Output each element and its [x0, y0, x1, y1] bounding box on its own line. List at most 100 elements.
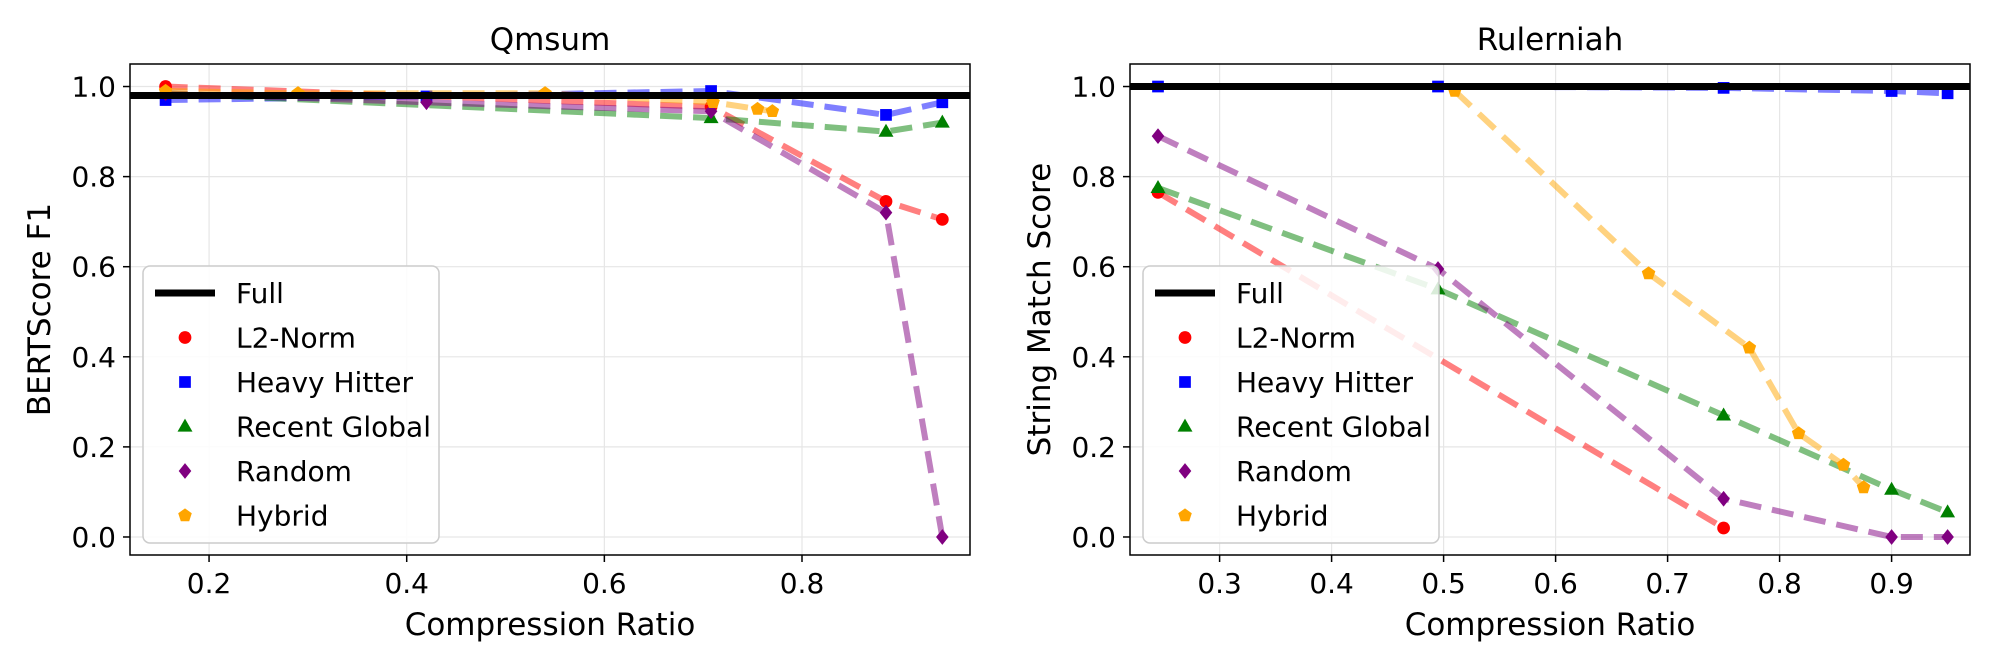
legend-marker-l2-norm — [1178, 331, 1192, 344]
legend-box — [1142, 265, 1440, 544]
x-axis-label: Compression Ratio — [1405, 607, 1696, 643]
legend-marker-recent-global — [1177, 418, 1193, 432]
legend-item-heavy-hitter: Heavy Hitter — [179, 366, 413, 399]
legend-item-recent-global: Recent Global — [1177, 411, 1431, 444]
legend-marker-hybrid — [178, 508, 192, 522]
y-tick-label: 1.0 — [1071, 71, 1116, 104]
data-point-recent-global — [1150, 180, 1166, 193]
data-point-hybrid — [1856, 480, 1871, 494]
data-point-heavy-hitter — [936, 96, 949, 109]
legend-label: Random — [236, 455, 352, 488]
legend-label: L2-Norm — [1236, 322, 1356, 355]
legend-label: L2-Norm — [236, 322, 356, 355]
legend-marker-random — [178, 463, 192, 479]
legend-marker-recent-global — [177, 418, 193, 432]
legend-label: Full — [236, 277, 284, 310]
data-point-hybrid — [1641, 266, 1656, 280]
data-point-l2-norm — [935, 213, 949, 226]
y-tick-label: 0.8 — [71, 161, 116, 194]
series-line-recent-global — [165, 90, 943, 135]
qmsum-chart: 0.2 0.4 0.6 0.8 0.0 0.2 0.4 0.6 0.8 1.0 Qmsum Compr… — [22, 22, 971, 643]
y-tick-label: 0.4 — [71, 341, 116, 374]
rulerniah-chart: 0.3 0.4 0.5 0.6 0.7 0.8 0.9 0.0 0.2 0.4 0.6 0.8 1.0 R… — [1022, 22, 1971, 643]
data-point-heavy-hitter — [1941, 87, 1954, 100]
legend-label: Hybrid — [236, 500, 328, 533]
y-tick-label: 0.2 — [71, 431, 116, 464]
legend-box — [142, 265, 440, 544]
legend-label: Full — [1236, 277, 1284, 310]
legend-item-hybrid: Hybrid — [178, 500, 328, 533]
data-point-recent-global — [1716, 407, 1732, 421]
x-tick-label: 0.8 — [780, 567, 825, 600]
legend-item-random: Random — [178, 455, 352, 488]
legend-item-recent-global: Recent Global — [177, 411, 431, 444]
x-tick-label: 0.4 — [1309, 567, 1354, 600]
y-tick-label: 0.0 — [1071, 521, 1116, 554]
data-point-recent-global — [934, 114, 950, 128]
legend-label: Hybrid — [1236, 500, 1328, 533]
data-point-heavy-hitter — [880, 109, 892, 121]
series-line-hybrid — [1452, 88, 1866, 490]
legend: Full L2-Norm Heavy Hitter Recent Global Rand… — [1142, 265, 1440, 544]
chart-title: Qmsum — [490, 22, 611, 58]
legend-label: Random — [1236, 455, 1352, 488]
x-tick-label: 0.8 — [1757, 567, 1802, 600]
plot-frame — [129, 63, 971, 556]
x-tick-label: 0.5 — [1421, 567, 1466, 600]
legend-label: Recent Global — [236, 411, 431, 444]
data-point-hybrid — [750, 101, 765, 115]
data-point-hybrid — [1791, 426, 1806, 440]
legend-item-hybrid: Hybrid — [1178, 500, 1328, 533]
y-tick-label: 0.4 — [1071, 341, 1116, 374]
x-tick-label: 0.3 — [1197, 567, 1242, 600]
y-axis-label: BERTScore F1 — [22, 203, 58, 416]
legend-item-full: Full — [1155, 277, 1284, 310]
legend-label: Recent Global — [1236, 411, 1431, 444]
x-tick-label: 0.4 — [384, 567, 429, 600]
legend-marker-l2-norm — [178, 331, 192, 344]
data-point-heavy-hitter — [705, 85, 717, 97]
x-tick-label: 0.2 — [187, 567, 232, 600]
y-tick-label: 1.0 — [71, 71, 116, 104]
data-point-random — [879, 204, 893, 221]
x-tick-label: 0.6 — [582, 567, 627, 600]
y-tick-label: 0.2 — [1071, 431, 1116, 464]
y-axis-label: String Match Score — [1022, 163, 1058, 457]
data-point-recent-global — [878, 123, 894, 137]
data-point-l2-norm — [879, 195, 893, 208]
plot-frame — [1129, 63, 1971, 556]
y-tick-label: 0.0 — [71, 521, 116, 554]
legend-item-l2-norm: L2-Norm — [178, 322, 356, 355]
series-hybrid — [1448, 83, 1871, 494]
legend-marker-heavy-hitter — [179, 376, 191, 388]
legend: Full L2-Norm Heavy Hitter Recent Global Rand… — [142, 265, 440, 544]
legend-item-full: Full — [155, 277, 284, 310]
legend-item-heavy-hitter: Heavy Hitter — [1179, 366, 1413, 399]
x-axis-label: Compression Ratio — [405, 607, 696, 643]
y-tick-label: 0.6 — [1071, 251, 1116, 284]
legend-item-random: Random — [1178, 455, 1352, 488]
y-tick-label: 0.8 — [1071, 161, 1116, 194]
y-tick-label: 0.6 — [71, 251, 116, 284]
data-point-heavy-hitter — [1885, 85, 1898, 97]
data-point-l2-norm — [1717, 521, 1730, 535]
legend-marker-hybrid — [1178, 508, 1192, 522]
data-point-random — [936, 529, 949, 545]
data-point-random — [1885, 529, 1898, 545]
data-point-hybrid — [1742, 340, 1757, 354]
data-point-random — [1941, 529, 1954, 545]
data-point-hybrid — [1836, 457, 1851, 471]
data-point-random — [1151, 128, 1165, 144]
data-point-random — [1717, 490, 1730, 507]
data-point-hybrid — [765, 104, 780, 118]
data-point-recent-global — [1940, 504, 1956, 518]
x-tick-label: 0.7 — [1645, 567, 1690, 600]
data-point-recent-global — [1884, 481, 1900, 495]
legend-marker-heavy-hitter — [1179, 376, 1191, 388]
series-l2-norm — [159, 80, 949, 226]
x-tick-label: 0.6 — [1533, 567, 1578, 600]
legend-label: Heavy Hitter — [1236, 366, 1413, 399]
legend-marker-random — [1178, 463, 1192, 479]
legend-item-l2-norm: L2-Norm — [1178, 322, 1356, 355]
